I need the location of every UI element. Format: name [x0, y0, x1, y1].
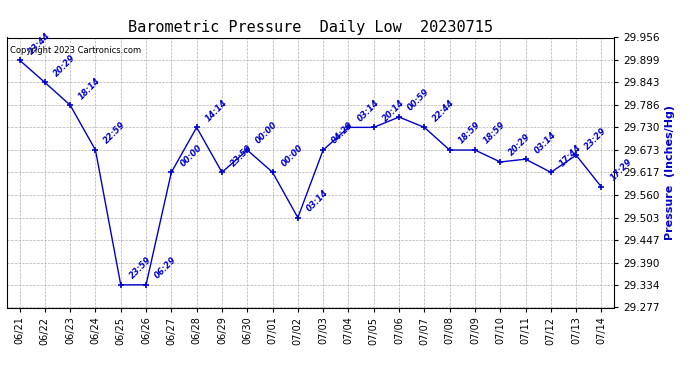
Text: 00:00: 00:00: [279, 143, 305, 168]
Text: 17:44: 17:44: [558, 143, 583, 168]
Text: 22:59: 22:59: [102, 120, 128, 146]
Text: 00:00: 00:00: [178, 143, 204, 168]
Text: 18:59: 18:59: [457, 120, 482, 146]
Text: 20:29: 20:29: [52, 53, 77, 78]
Text: 18:14: 18:14: [77, 76, 102, 101]
Text: 23:59: 23:59: [128, 255, 153, 280]
Text: 23:59: 23:59: [229, 143, 254, 168]
Text: 00:59: 00:59: [406, 87, 431, 113]
Text: 00:00: 00:00: [254, 120, 279, 146]
Text: Copyright 2023 Cartronics.com: Copyright 2023 Cartronics.com: [10, 46, 141, 55]
Text: 20:29: 20:29: [507, 132, 533, 158]
Text: 23:44: 23:44: [26, 31, 52, 56]
Y-axis label: Pressure  (Inches/Hg): Pressure (Inches/Hg): [665, 105, 676, 240]
Text: 03:14: 03:14: [305, 188, 330, 213]
Text: 22:44: 22:44: [431, 98, 457, 123]
Text: 23:29: 23:29: [583, 126, 609, 151]
Text: 03:14: 03:14: [533, 130, 558, 155]
Text: 06:29: 06:29: [153, 255, 178, 280]
Title: Barometric Pressure  Daily Low  20230715: Barometric Pressure Daily Low 20230715: [128, 20, 493, 35]
Text: 18:59: 18:59: [482, 120, 507, 146]
Text: 20:14: 20:14: [381, 98, 406, 123]
Text: 17:29: 17:29: [609, 158, 633, 183]
Text: 03:14: 03:14: [355, 98, 381, 123]
Text: 14:14: 14:14: [204, 98, 229, 123]
Text: 04:29: 04:29: [330, 120, 355, 146]
